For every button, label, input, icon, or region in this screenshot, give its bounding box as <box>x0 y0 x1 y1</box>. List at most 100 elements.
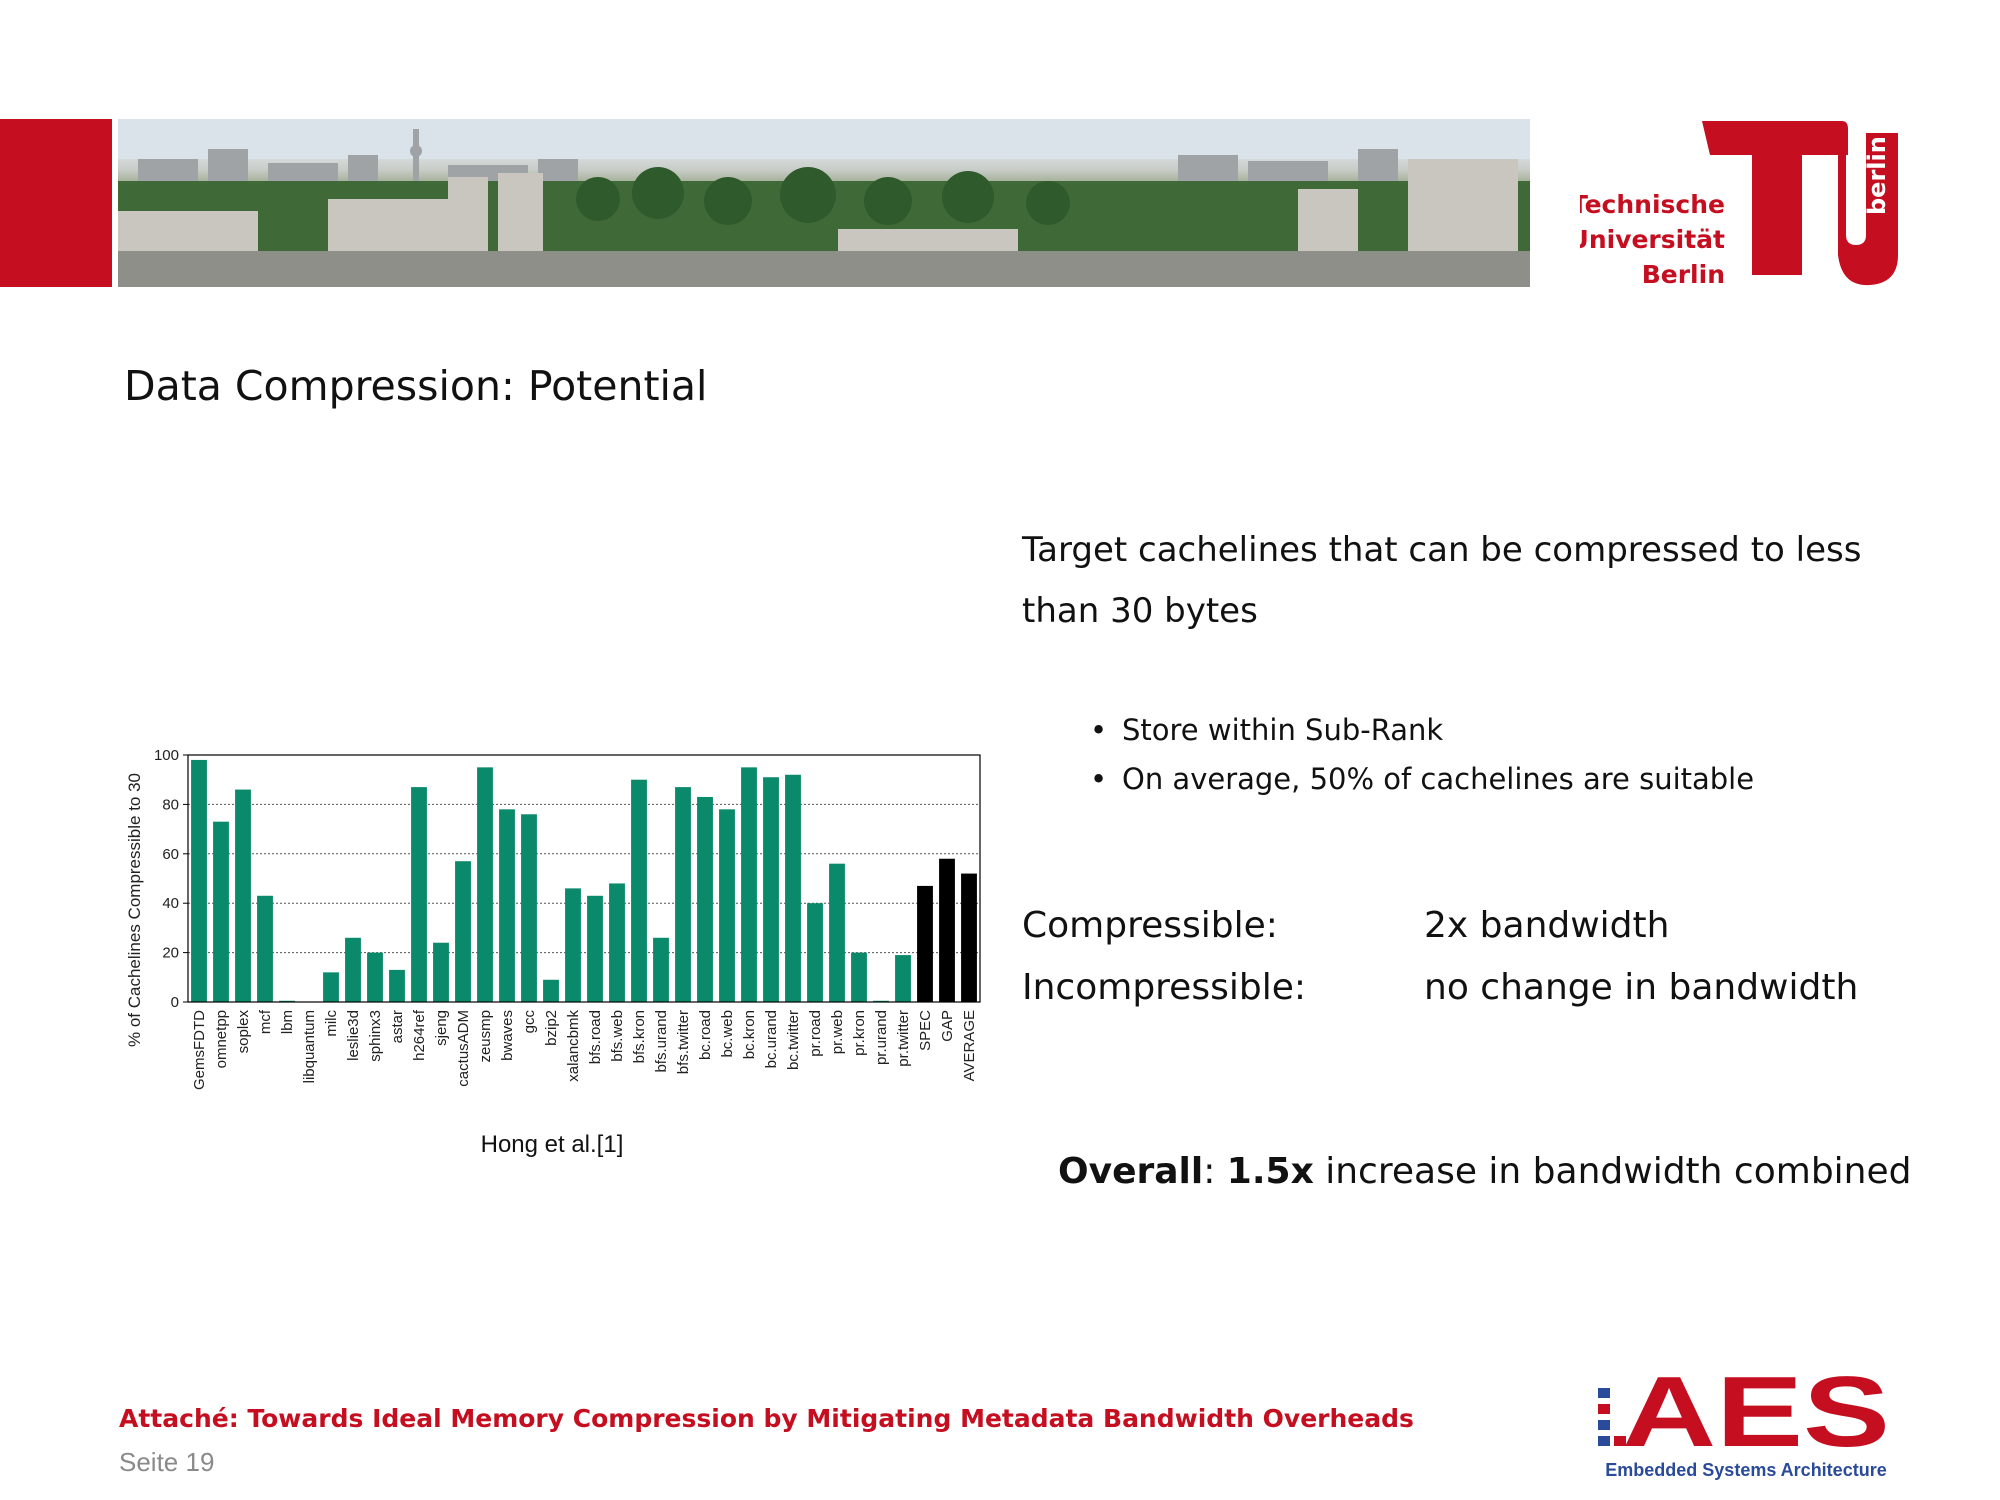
bar <box>565 888 581 1002</box>
overall-separator: : <box>1203 1151 1227 1192</box>
bar <box>917 885 933 1002</box>
y-tick-label: 60 <box>162 846 179 863</box>
incompressible-value: no change in bandwidth <box>1424 967 1859 1008</box>
x-tick-label: bc.urand <box>763 1010 780 1068</box>
bar <box>235 789 251 1002</box>
bar <box>631 779 647 1002</box>
bar <box>323 972 339 1002</box>
x-tick-label: bzip2 <box>543 1010 560 1046</box>
x-tick-label: bc.road <box>697 1010 714 1060</box>
aes-logo-subtitle: Embedded Systems Architecture <box>1605 1460 1886 1480</box>
x-tick-label: bfs.urand <box>653 1010 670 1073</box>
bar <box>785 774 801 1002</box>
x-tick-label: bfs.kron <box>631 1010 648 1063</box>
bar <box>873 1000 889 1002</box>
x-tick-label: GemsFDTD <box>191 1010 208 1090</box>
berlin-skyline-banner <box>118 119 1530 287</box>
x-tick-label: bfs.web <box>609 1010 626 1062</box>
bar <box>763 777 779 1002</box>
bar <box>213 821 229 1002</box>
bar <box>543 979 559 1002</box>
compressible-label: Compressible: <box>1022 905 1278 946</box>
bar <box>741 767 757 1002</box>
bar <box>807 903 823 1002</box>
x-tick-label: leslie3d <box>345 1010 362 1061</box>
header-red-block <box>0 119 112 287</box>
bar <box>499 809 515 1002</box>
plot-frame <box>187 754 981 1003</box>
bar <box>939 858 955 1002</box>
x-tick-label: xalancbmk <box>565 1010 582 1082</box>
bar <box>961 873 977 1002</box>
x-tick-label: gcc <box>521 1010 538 1034</box>
bar <box>257 895 273 1002</box>
y-tick-label: 40 <box>162 895 179 912</box>
bullet-item: On average, 50% of cachelines are suitab… <box>1090 755 1754 804</box>
bar <box>367 952 383 1002</box>
x-tick-label: bc.kron <box>741 1010 758 1059</box>
tu-berlin-line2: Universität <box>1580 225 1725 254</box>
bar <box>191 759 207 1002</box>
x-tick-label: libquantum <box>301 1010 318 1083</box>
x-tick-label: zeusmp <box>477 1010 494 1063</box>
bar <box>279 1000 295 1002</box>
aes-logo: AES Embedded Systems Architecture <box>1596 1356 1906 1484</box>
x-tick-label: mcf <box>257 1009 274 1034</box>
chart-caption: Hong et al.[1] <box>481 1131 624 1158</box>
overall-summary: Overall: 1.5x increase in bandwidth comb… <box>1058 1151 1912 1192</box>
x-tick-label: GAP <box>939 1010 956 1042</box>
page-number: Seite 19 <box>119 1447 215 1477</box>
y-tick-label: 100 <box>154 747 179 764</box>
x-tick-label: omnetpp <box>213 1010 230 1068</box>
compressible-value: 2x bandwidth <box>1424 905 1670 946</box>
x-tick-label: pr.urand <box>873 1010 890 1065</box>
x-tick-label: h264ref <box>411 1009 428 1061</box>
y-tick-label: 20 <box>162 945 179 962</box>
x-tick-label: sjeng <box>433 1010 450 1046</box>
bar <box>389 969 405 1002</box>
bar <box>455 861 471 1002</box>
footer-paper-title: Attaché: Towards Ideal Memory Compressio… <box>119 1404 1414 1433</box>
bar <box>895 955 911 1002</box>
x-tick-label: milc <box>323 1010 340 1037</box>
overall-label: Overall <box>1058 1151 1204 1192</box>
tu-berlin-logo: berlin Technische Universität Berlin <box>1569 115 1905 295</box>
x-tick-label: SPEC <box>917 1010 934 1051</box>
x-tick-label: sphinx3 <box>367 1010 384 1062</box>
bar <box>411 787 427 1002</box>
overall-value: 1.5x <box>1226 1151 1314 1192</box>
target-description: Target cachelines that can be compressed… <box>1022 520 1902 642</box>
bullet-list: Store within Sub-Rank On average, 50% of… <box>1090 706 1754 804</box>
skyline-image <box>118 119 1530 287</box>
aes-logo-text: AES <box>1622 1364 1890 1468</box>
y-axis-label: % of Cachelines Compressible to 30 <box>125 773 144 1047</box>
x-tick-label: AVERAGE <box>961 1010 978 1081</box>
x-tick-label: pr.road <box>807 1010 824 1057</box>
x-tick-label: cactusADM <box>455 1010 472 1087</box>
bar <box>851 952 867 1002</box>
bar <box>719 809 735 1002</box>
bar <box>477 767 493 1002</box>
tu-berlin-line3: Berlin <box>1642 260 1725 289</box>
x-tick-label: bfs.twitter <box>675 1010 692 1074</box>
y-tick-label: 0 <box>171 994 179 1011</box>
target-text: Target cachelines that can be compressed… <box>1022 530 1862 631</box>
x-tick-label: bc.web <box>719 1010 736 1058</box>
bar <box>609 883 625 1002</box>
aes-logo-bars-icon <box>1598 1388 1626 1446</box>
overall-rest: increase in bandwidth combined <box>1313 1151 1912 1192</box>
x-tick-label: pr.twitter <box>895 1010 912 1067</box>
bar <box>345 937 361 1002</box>
bar <box>675 787 691 1002</box>
bar <box>587 895 603 1002</box>
bar <box>829 863 845 1002</box>
bullet-item: Store within Sub-Rank <box>1090 706 1754 755</box>
tu-berlin-side-text: berlin <box>1863 136 1891 215</box>
x-tick-label: lbm <box>279 1010 296 1034</box>
x-tick-label: pr.web <box>829 1010 846 1054</box>
x-tick-label: astar <box>389 1010 406 1043</box>
bar <box>433 942 449 1002</box>
x-tick-label: soplex <box>235 1010 252 1054</box>
x-tick-label: bc.twitter <box>785 1010 802 1070</box>
